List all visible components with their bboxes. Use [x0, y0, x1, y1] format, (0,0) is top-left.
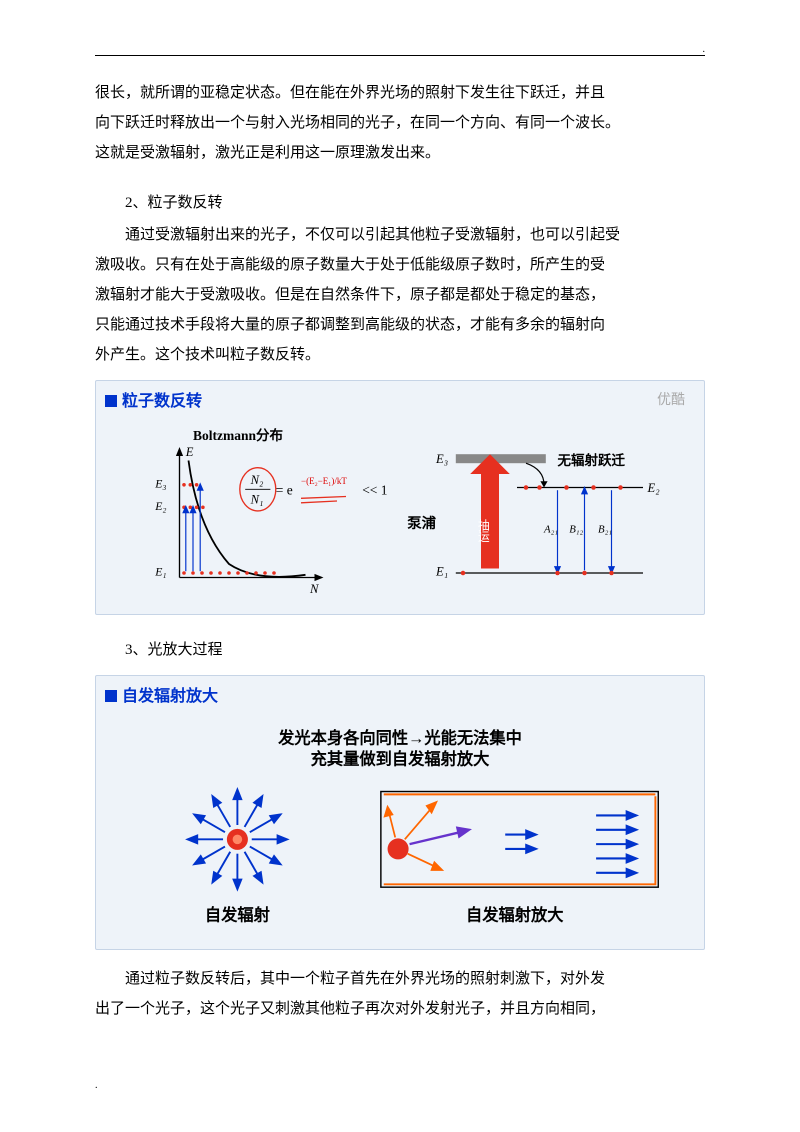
section-2-title: 2、粒子数反转: [95, 188, 705, 218]
svg-text:E₁: E₁: [435, 565, 448, 579]
diag1-svg: Boltzmann分布 E N E₃ E₂ E₁: [101, 420, 699, 600]
svg-text:<< 1: << 1: [362, 483, 387, 498]
formula: N₂ N₁ = e −(E₂−E₁)/kT << 1: [240, 468, 388, 511]
diagram-population-inversion: 粒子数反转 Boltzmann分布 E N E₃ E₂ E₁: [95, 380, 705, 615]
svg-text:E₁: E₁: [154, 566, 166, 579]
svg-text:E₂: E₂: [154, 500, 166, 513]
svg-text:抽运: 抽运: [476, 518, 489, 543]
p3-l2: 出了一个光子，这个光子又刺激其他粒子再次对外发射光子，并且方向相同，: [95, 994, 705, 1024]
svg-text:B₂₁: B₂₁: [598, 524, 612, 536]
svg-text:N₁: N₁: [250, 493, 264, 507]
diag1-header: 粒子数反转: [101, 384, 699, 420]
page-footer-mark: .: [95, 1076, 98, 1096]
p1-l3: 这就是受激辐射，激光正是利用这一原理激发出来。: [95, 138, 705, 168]
svg-text:A₂₁: A₂₁: [543, 524, 558, 536]
boltzmann-label: Boltzmann分布: [193, 427, 283, 443]
p2-l1: 通过受激辐射出来的光子，不仅可以引起其他粒子受激辐射，也可以引起受: [95, 220, 705, 250]
svg-text:发光本身各向同性→光能无法集中: 发光本身各向同性→光能无法集中: [277, 729, 522, 748]
diag2-svg: 发光本身各向同性→光能无法集中 充其量做到自发辐射放大: [101, 715, 699, 935]
svg-text:自发辐射: 自发辐射: [205, 906, 270, 925]
svg-text:−(E₂−E₁)/kT: −(E₂−E₁)/kT: [301, 476, 347, 486]
header-rule: [95, 55, 705, 56]
p2-l4: 只能通过技术手段将大量的原子都调整到高能级的状态，才能有多余的辐射向: [95, 310, 705, 340]
diagram-spontaneous-amplification: 自发辐射放大 发光本身各向同性→光能无法集中 充其量做到自发辐射放大: [95, 675, 705, 950]
svg-text:= e: = e: [276, 483, 293, 498]
p2-l2: 激吸收。只有在处于高能级的原子数量大于处于低能级原子数时，所产生的受: [95, 250, 705, 280]
svg-text:E₂: E₂: [647, 481, 661, 495]
square-bullet-icon: [105, 395, 117, 407]
svg-text:E₃: E₃: [154, 478, 166, 491]
svg-text:E: E: [185, 445, 194, 459]
svg-text:充其量做到自发辐射放大: 充其量做到自发辐射放大: [311, 750, 490, 769]
svg-text:E₃: E₃: [435, 452, 448, 466]
watermark: 优酷: [657, 385, 685, 413]
square-bullet-icon: [105, 690, 117, 702]
page-corner-mark: .: [703, 40, 706, 60]
svg-text:N: N: [309, 582, 319, 596]
p2-l5: 外产生。这个技术叫粒子数反转。: [95, 340, 705, 370]
section-3-title: 3、光放大过程: [95, 635, 705, 665]
paragraph-1: 很长，就所谓的亚稳定状态。但在能在外界光场的照射下发生往下跃迁，并且 向下跃迁时…: [95, 78, 705, 168]
p3-l1: 通过粒子数反转后，其中一个粒子首先在外界光场的照射刺激下，对外发: [95, 964, 705, 994]
p1-l2: 向下跃迁时释放出一个与射入光场相同的光子，在同一个方向、有同一个波长。: [95, 108, 705, 138]
svg-text:N₂: N₂: [250, 473, 264, 487]
svg-text:B₁₂: B₁₂: [569, 524, 583, 536]
p2-l3: 激辐射才能大于受激吸收。但是在自然条件下，原子都是都处于稳定的基态，: [95, 280, 705, 310]
svg-text:无辐射跃迁: 无辐射跃迁: [557, 452, 626, 468]
svg-text:自发辐射放大: 自发辐射放大: [466, 906, 564, 925]
svg-text:泵浦: 泵浦: [407, 514, 436, 532]
p1-l1: 很长，就所谓的亚稳定状态。但在能在外界光场的照射下发生往下跃迁，并且: [95, 78, 705, 108]
diag2-header: 自发辐射放大: [101, 679, 699, 715]
